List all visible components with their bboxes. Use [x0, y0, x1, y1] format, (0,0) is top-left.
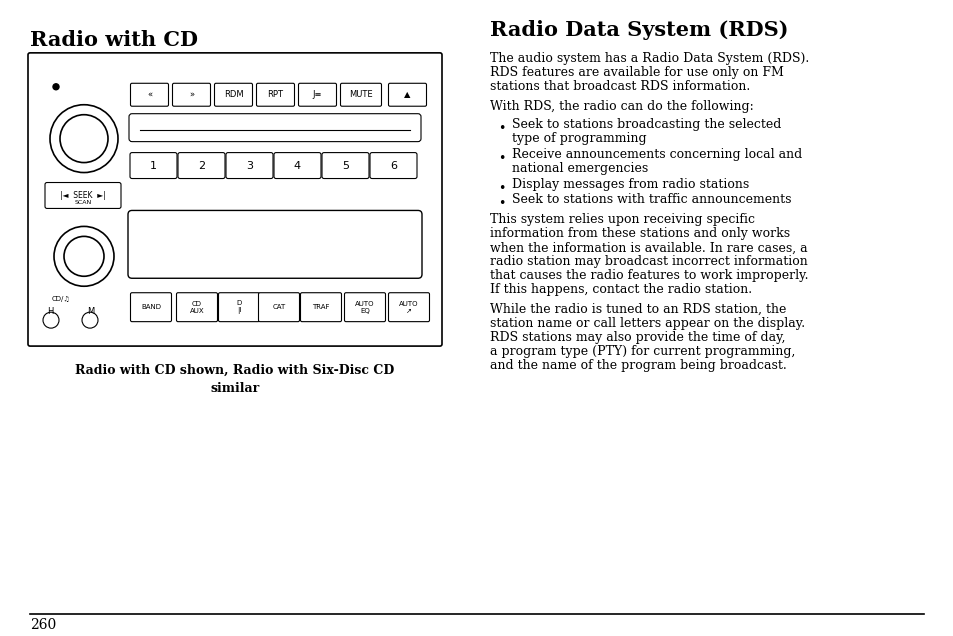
Text: CD
AUX: CD AUX — [190, 301, 204, 314]
Text: M: M — [87, 307, 94, 316]
Text: CAT: CAT — [273, 304, 285, 310]
FancyBboxPatch shape — [370, 153, 416, 179]
FancyBboxPatch shape — [45, 183, 121, 209]
Text: 4: 4 — [294, 160, 301, 170]
FancyBboxPatch shape — [226, 153, 273, 179]
Text: information from these stations and only works: information from these stations and only… — [490, 228, 789, 240]
Text: stations that broadcast RDS information.: stations that broadcast RDS information. — [490, 80, 749, 93]
Text: when the information is available. In rare cases, a: when the information is available. In ra… — [490, 241, 807, 254]
Text: H: H — [47, 307, 53, 316]
FancyBboxPatch shape — [214, 83, 253, 106]
Text: |◄  SEEK  ►|: |◄ SEEK ►| — [60, 191, 106, 200]
Text: ▲: ▲ — [404, 90, 411, 99]
FancyBboxPatch shape — [274, 153, 320, 179]
FancyBboxPatch shape — [218, 293, 259, 322]
Text: D
|I: D |I — [236, 300, 241, 314]
Text: station name or call letters appear on the display.: station name or call letters appear on t… — [490, 317, 804, 330]
Text: Radio Data System (RDS): Radio Data System (RDS) — [490, 20, 788, 40]
FancyBboxPatch shape — [131, 293, 172, 322]
Text: BAND: BAND — [141, 304, 161, 310]
Text: 260: 260 — [30, 618, 56, 632]
Text: •: • — [497, 121, 505, 135]
Text: With RDS, the radio can do the following:: With RDS, the radio can do the following… — [490, 100, 753, 113]
FancyBboxPatch shape — [256, 83, 294, 106]
Text: SCAN: SCAN — [74, 200, 91, 205]
FancyBboxPatch shape — [172, 83, 211, 106]
Text: 6: 6 — [390, 160, 396, 170]
Circle shape — [53, 84, 59, 90]
Text: •: • — [497, 197, 505, 211]
Text: 1: 1 — [150, 160, 157, 170]
Text: RDS stations may also provide the time of day,: RDS stations may also provide the time o… — [490, 331, 784, 344]
Text: •: • — [497, 151, 505, 165]
Text: Radio with CD: Radio with CD — [30, 30, 198, 50]
FancyBboxPatch shape — [388, 293, 429, 322]
FancyBboxPatch shape — [28, 53, 441, 346]
Text: and the name of the program being broadcast.: and the name of the program being broadc… — [490, 359, 786, 372]
FancyBboxPatch shape — [298, 83, 336, 106]
FancyBboxPatch shape — [258, 293, 299, 322]
FancyBboxPatch shape — [340, 83, 381, 106]
Text: Seek to stations with traffic announcements: Seek to stations with traffic announceme… — [512, 193, 791, 207]
Text: CD/♫: CD/♫ — [52, 296, 71, 302]
Text: Seek to stations broadcasting the selected: Seek to stations broadcasting the select… — [512, 118, 781, 130]
Text: type of programming: type of programming — [512, 132, 646, 144]
FancyBboxPatch shape — [129, 114, 420, 142]
Text: RPT: RPT — [267, 90, 283, 99]
Text: radio station may broadcast incorrect information: radio station may broadcast incorrect in… — [490, 255, 807, 268]
Text: 2: 2 — [197, 160, 205, 170]
Text: While the radio is tuned to an RDS station, the: While the radio is tuned to an RDS stati… — [490, 303, 785, 316]
Text: that causes the radio features to work improperly.: that causes the radio features to work i… — [490, 269, 807, 282]
FancyBboxPatch shape — [388, 83, 426, 106]
Text: This system relies upon receiving specific: This system relies upon receiving specif… — [490, 214, 754, 226]
Text: Radio with CD shown, Radio with Six-Disc CD
similar: Radio with CD shown, Radio with Six-Disc… — [75, 364, 395, 395]
Text: Display messages from radio stations: Display messages from radio stations — [512, 177, 748, 191]
Text: AUTO
EQ: AUTO EQ — [355, 301, 375, 314]
Text: J≡: J≡ — [313, 90, 322, 99]
Text: •: • — [497, 181, 505, 195]
FancyBboxPatch shape — [131, 83, 169, 106]
FancyBboxPatch shape — [344, 293, 385, 322]
Text: 5: 5 — [341, 160, 349, 170]
Text: MUTE: MUTE — [349, 90, 373, 99]
FancyBboxPatch shape — [130, 153, 177, 179]
Text: 3: 3 — [246, 160, 253, 170]
Text: national emergencies: national emergencies — [512, 162, 648, 174]
FancyBboxPatch shape — [128, 211, 421, 279]
FancyBboxPatch shape — [176, 293, 217, 322]
FancyBboxPatch shape — [178, 153, 225, 179]
FancyBboxPatch shape — [322, 153, 369, 179]
Text: Receive announcements concerning local and: Receive announcements concerning local a… — [512, 148, 801, 161]
Text: »: » — [189, 90, 193, 99]
FancyBboxPatch shape — [300, 293, 341, 322]
Text: The audio system has a Radio Data System (RDS).: The audio system has a Radio Data System… — [490, 52, 808, 65]
Text: TRAF: TRAF — [312, 304, 330, 310]
Text: AUTO
↗: AUTO ↗ — [399, 301, 418, 314]
Text: RDM: RDM — [223, 90, 243, 99]
Text: RDS features are available for use only on FM: RDS features are available for use only … — [490, 66, 783, 79]
Text: If this happens, contact the radio station.: If this happens, contact the radio stati… — [490, 283, 751, 296]
Text: a program type (PTY) for current programming,: a program type (PTY) for current program… — [490, 345, 795, 358]
Text: «: « — [147, 90, 152, 99]
